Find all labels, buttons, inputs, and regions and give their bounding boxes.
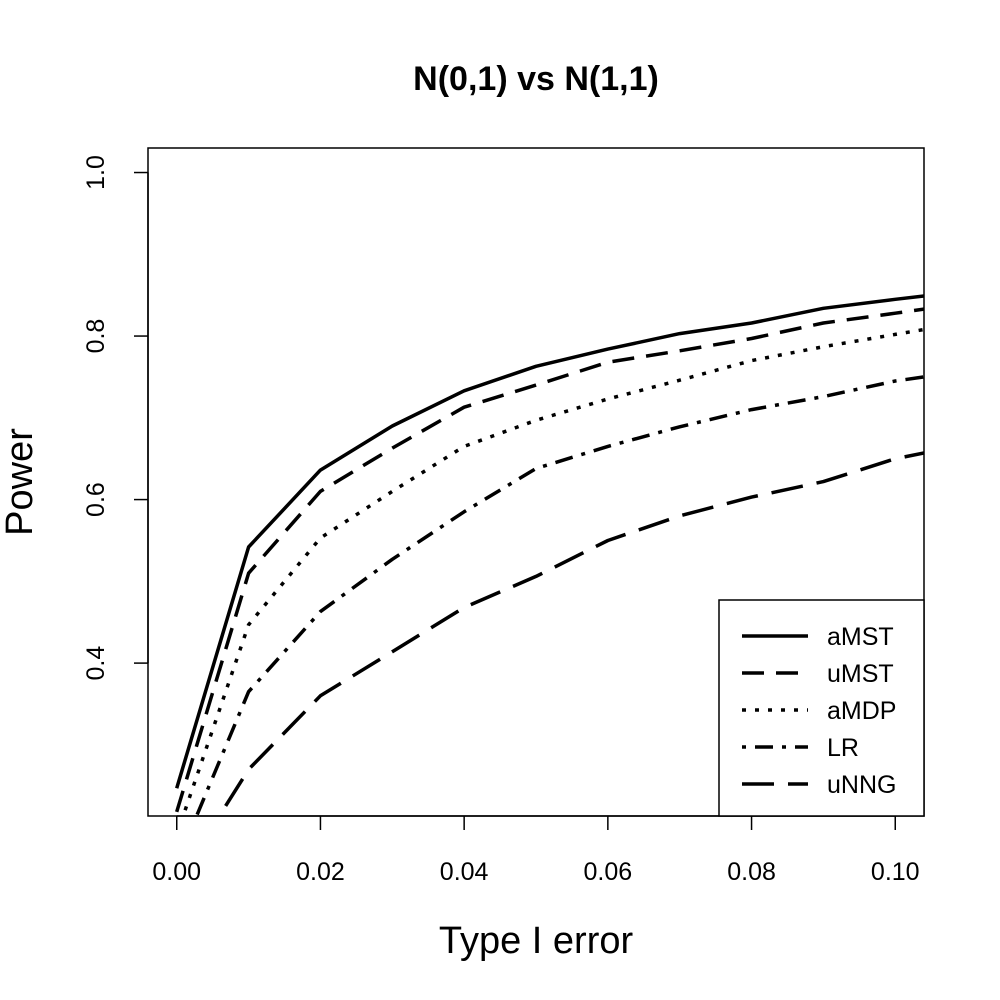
x-axis: 0.00 0.02 0.04 0.06 0.08 0.10 — [152, 815, 920, 886]
legend: aMST uMST aMDP LR uNNG — [718, 599, 925, 817]
x-tick-label: 0.04 — [440, 858, 489, 886]
series-line-amdp — [181, 327, 924, 816]
legend-label-umst: uMST — [827, 660, 894, 688]
legend-label-unng: uNNG — [827, 771, 896, 799]
legend-label-amst: aMST — [827, 623, 894, 651]
x-tick-label: 0.00 — [152, 858, 201, 886]
y-axis-title: Power — [0, 428, 41, 536]
y-tick-label: 0.8 — [82, 319, 110, 354]
y-tick-label: 1.0 — [82, 155, 110, 190]
y-tick-label: 0.6 — [82, 482, 110, 517]
series-lines — [175, 294, 924, 816]
x-tick-label: 0.02 — [296, 858, 345, 886]
x-tick-label: 0.08 — [727, 858, 776, 886]
x-axis-title: Type I error — [439, 920, 634, 962]
legend-label-lr: LR — [827, 734, 859, 762]
x-tick-label: 0.06 — [584, 858, 633, 886]
series-line-lr — [194, 375, 924, 816]
y-axis: 0.4 0.6 0.8 1.0 — [82, 155, 149, 681]
legend-label-amdp: aMDP — [827, 697, 896, 725]
x-tick-label: 0.10 — [871, 858, 920, 886]
y-tick-label: 0.4 — [82, 646, 110, 681]
series-line-amst — [175, 294, 924, 789]
series-line-unng — [217, 451, 924, 816]
chart-title: N(0,1) vs N(1,1) — [413, 60, 659, 98]
